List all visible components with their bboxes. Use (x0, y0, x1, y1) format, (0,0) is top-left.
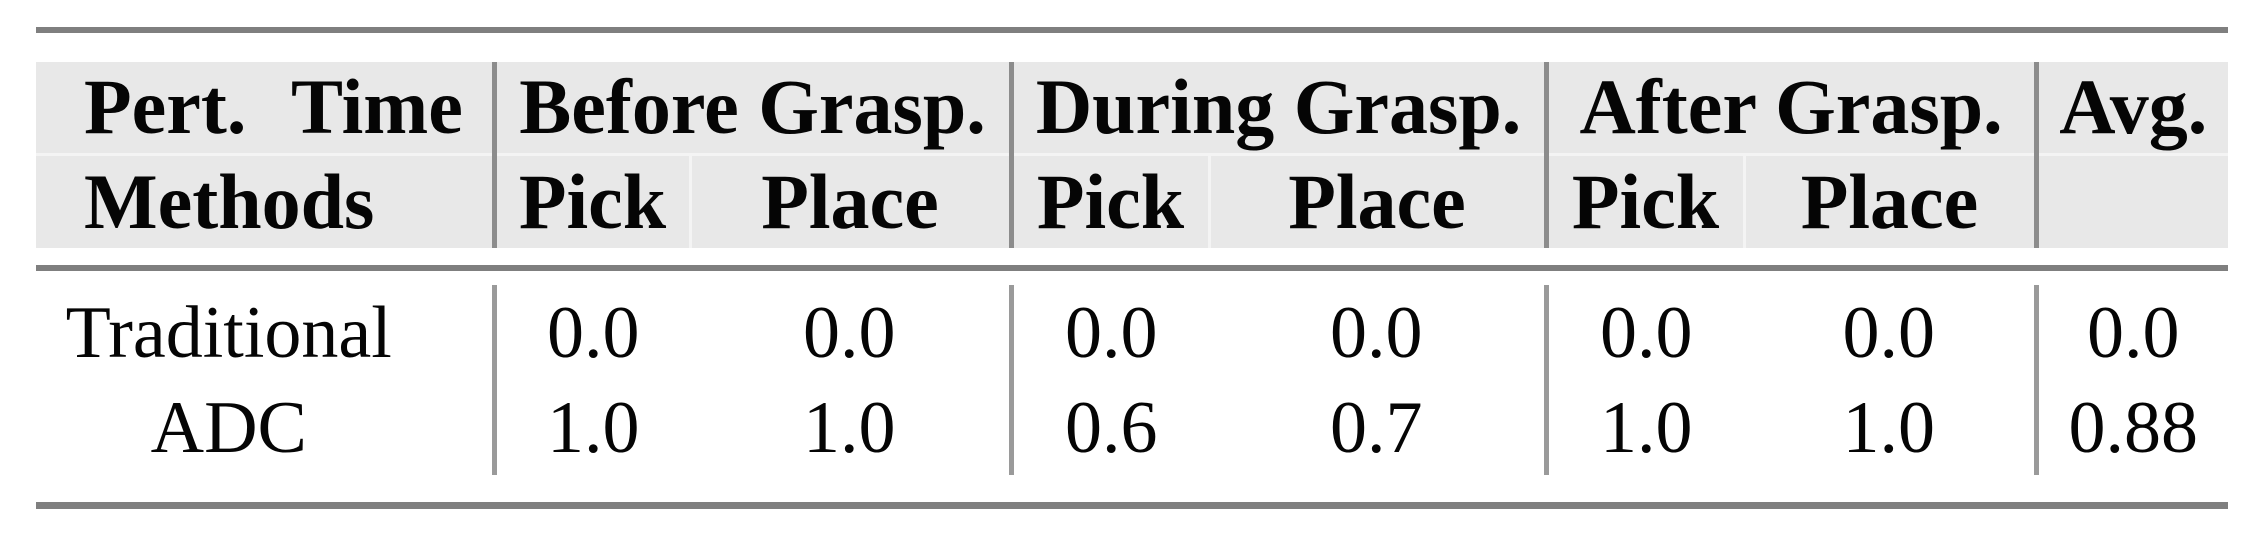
subheader-during-pick: Pick (1008, 152, 1210, 248)
cell-adc-before-place: 1.0 (690, 380, 1011, 475)
results-table: Pert. Time Before Grasp. During Grasp. A… (36, 27, 2229, 509)
cell-adc-during-pick: 0.6 (1008, 380, 1209, 475)
cell-traditional-before-place: 0.0 (690, 285, 1011, 380)
table-top-rule (36, 27, 2228, 33)
cell-traditional-before-pick: 0.0 (491, 285, 690, 380)
subheader-during-place: Place (1207, 152, 1547, 248)
subheader-before-place: Place (688, 152, 1012, 248)
header-pert-time: Pert. Time (36, 62, 494, 154)
table-row-adc: ADC 1.0 1.0 0.6 0.7 1.0 1.0 0.88 (36, 380, 2228, 475)
header-avg: Avg. (2033, 62, 2229, 154)
header-methods: Methods (36, 152, 494, 248)
subheader-after-pick: Pick (1543, 152, 1745, 248)
cell-traditional-after-pick: 0.0 (1543, 285, 1744, 380)
header-group-during-grasp: During Grasp. (1008, 62, 1547, 154)
cell-traditional-after-place: 0.0 (1744, 285, 2036, 380)
cell-adc-during-place: 0.7 (1209, 380, 1546, 475)
table-midrule (36, 265, 2228, 271)
subheader-before-pick: Pick (491, 152, 690, 248)
cell-adc-before-pick: 1.0 (491, 380, 690, 475)
header-group-before-grasp: Before Grasp. (491, 62, 1012, 154)
table-bottom-rule (36, 502, 2228, 509)
method-adc: ADC (36, 380, 494, 475)
table-header: Pert. Time Before Grasp. During Grasp. A… (36, 62, 2229, 248)
table-body: Traditional 0.0 0.0 0.0 0.0 0.0 0.0 0.0 … (36, 285, 2228, 475)
header-group-after-grasp: After Grasp. (1543, 62, 2037, 154)
cell-adc-avg: 0.88 (2033, 380, 2228, 475)
cell-adc-after-pick: 1.0 (1543, 380, 1744, 475)
method-traditional: Traditional (36, 285, 494, 380)
cell-adc-after-place: 1.0 (1744, 380, 2036, 475)
cell-traditional-during-place: 0.0 (1209, 285, 1546, 380)
subheader-avg-empty (2033, 152, 2229, 248)
cell-traditional-during-pick: 0.0 (1008, 285, 1209, 380)
subheader-after-place: Place (1742, 152, 2037, 248)
table-row-traditional: Traditional 0.0 0.0 0.0 0.0 0.0 0.0 0.0 (36, 285, 2228, 380)
cell-traditional-avg: 0.0 (2033, 285, 2228, 380)
